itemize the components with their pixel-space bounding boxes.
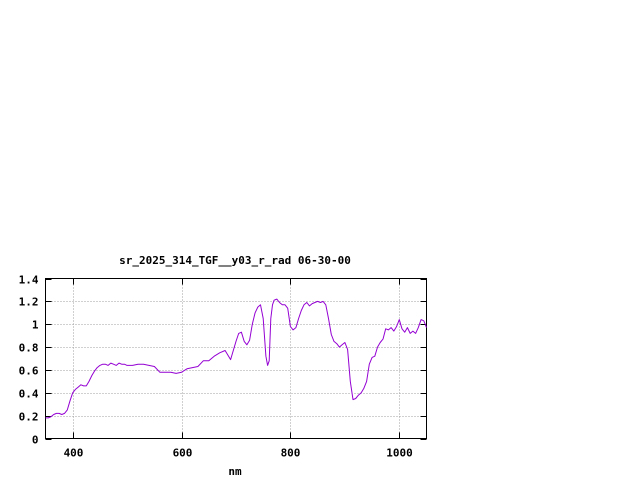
y-tick-labels: 0 0.2 0.4 0.6 0.8 1 1.2 1.4 [19, 274, 39, 447]
series-line [45, 298, 427, 419]
y-tick-label: 0.4 [19, 388, 39, 401]
axis-ticks [45, 278, 427, 440]
x-axis-label: nm [228, 465, 242, 478]
y-tick-label: 1.4 [19, 274, 39, 287]
series-group [45, 298, 427, 419]
y-tick-label: 0 [32, 434, 39, 447]
y-tick-label: 1.2 [19, 296, 39, 309]
plot-frame [45, 278, 427, 439]
y-tick-label: 0.8 [19, 342, 39, 355]
y-tick-label: 1 [32, 319, 39, 332]
x-tick-label: 600 [173, 447, 193, 460]
chart-title: sr_2025_314_TGF__y03_r_rad 06-30-00 [119, 254, 351, 267]
y-tick-label: 0.6 [19, 365, 39, 378]
x-tick-label: 800 [281, 447, 301, 460]
y-tick-label: 0.2 [19, 411, 39, 424]
x-tick-label: 1000 [386, 447, 413, 460]
grid-lines [45, 278, 427, 439]
x-tick-labels: 400 600 800 1000 [64, 447, 413, 460]
x-tick-label: 400 [64, 447, 84, 460]
